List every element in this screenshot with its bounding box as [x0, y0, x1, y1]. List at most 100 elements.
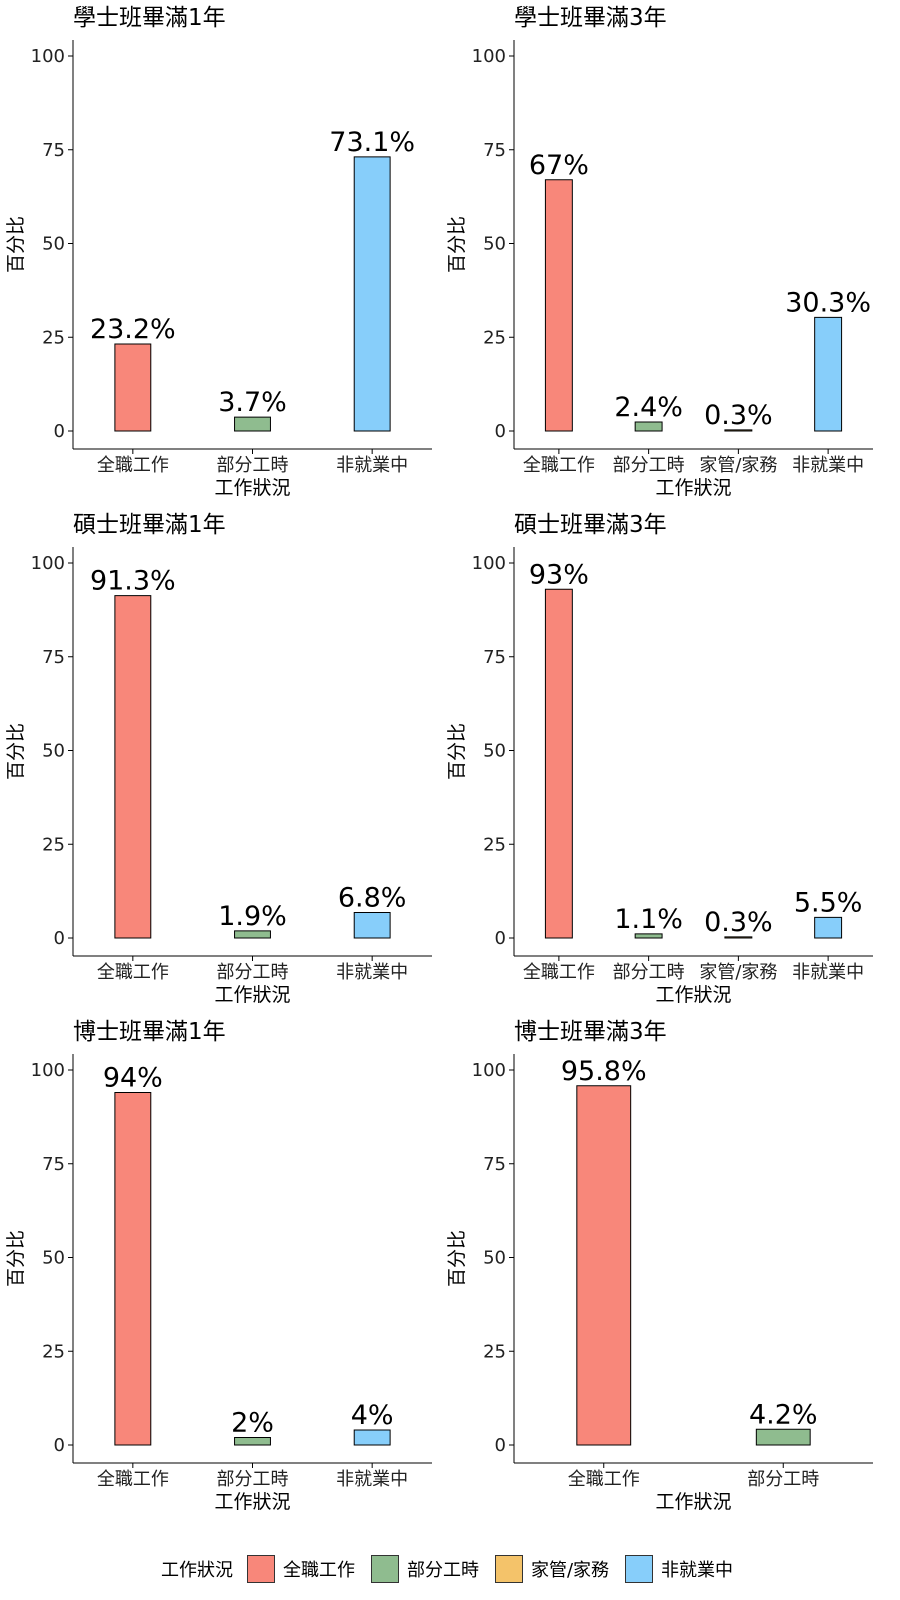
y-tick-label: 0	[495, 928, 506, 949]
y-tick-label: 25	[483, 327, 506, 348]
y-tick-label: 75	[483, 1154, 506, 1175]
chart-title: 博士班畢滿1年	[73, 1019, 226, 1045]
chart-title: 碩士班畢滿1年	[73, 512, 226, 538]
legend-title: 工作狀況	[160, 1560, 233, 1581]
y-tick-label: 75	[42, 1154, 65, 1175]
y-tick-label: 0	[495, 1435, 506, 1456]
legend-swatch-notworking	[625, 1555, 654, 1583]
legend-swatch-parttime	[370, 1555, 399, 1583]
x-tick-label: 部分工時	[217, 962, 289, 983]
legend-item-parttime: 部分工時	[370, 1555, 479, 1583]
legend-item-homemaker: 家管/家務	[494, 1555, 610, 1583]
bar	[234, 930, 271, 939]
data-label: 23.2%	[90, 314, 176, 345]
x-tick-label: 非就業中	[336, 1469, 408, 1490]
data-label: 30.3%	[785, 287, 871, 318]
bar	[353, 1429, 391, 1446]
x-tick-label: 部分工時	[613, 962, 685, 983]
data-label: 5.5%	[794, 887, 863, 918]
y-axis-label: 百分比	[5, 1230, 27, 1287]
y-tick-label: 100	[472, 1060, 506, 1081]
x-tick-label: 全職工作	[568, 1469, 640, 1490]
y-tick-label: 75	[483, 647, 506, 668]
data-label: 0.3%	[704, 907, 773, 938]
y-tick-label: 25	[42, 327, 65, 348]
legend-item-notworking: 非就業中	[625, 1555, 733, 1583]
y-tick-label: 50	[42, 234, 65, 255]
y-axis-label: 百分比	[5, 216, 27, 273]
y-axis-label: 百分比	[446, 723, 468, 780]
legend-label-homemaker: 家管/家務	[530, 1560, 610, 1581]
charts-grid: 學士班畢滿1年 0 25 50 75 100 百分比 23.2% 全職工作 3.7% 部分工時 73.…	[5, 5, 873, 1513]
x-tick-label: 家管/家務	[699, 455, 777, 476]
x-axis-label: 工作狀況	[655, 984, 731, 1006]
legend-label-parttime: 部分工時	[406, 1560, 479, 1581]
data-label: 2.4%	[614, 392, 683, 423]
bar	[114, 1092, 152, 1446]
y-tick-label: 0	[54, 928, 65, 949]
bar	[544, 179, 573, 432]
data-label: 73.1%	[329, 127, 415, 158]
x-tick-label: 非就業中	[792, 455, 864, 476]
legend-label-fulltime: 全職工作	[282, 1560, 355, 1581]
chart-panel: 碩士班畢滿3年 0 25 50 75 100 百分比 93% 全職工作 1.1% 部分工時 0.3% 家…	[446, 512, 873, 1006]
x-tick-label: 部分工時	[217, 1469, 289, 1490]
y-axis-label: 百分比	[446, 216, 468, 273]
x-tick-label: 部分工時	[217, 455, 289, 476]
chart-panel: 學士班畢滿3年 0 25 50 75 100 百分比 67% 全職工作 2.4% 部分工時 0.3% 家…	[446, 5, 873, 499]
y-tick-label: 50	[483, 741, 506, 762]
bar	[544, 588, 573, 939]
y-tick-label: 25	[483, 834, 506, 855]
bar	[114, 343, 152, 432]
y-tick-label: 75	[483, 140, 506, 161]
x-axis-label: 工作狀況	[655, 1491, 731, 1513]
bar	[234, 416, 271, 432]
y-tick-label: 0	[54, 1435, 65, 1456]
legend: 工作狀況 全職工作 部分工時 家管/家務 非就業中	[0, 1553, 900, 1585]
x-tick-label: 非就業中	[336, 962, 408, 983]
data-label: 3.7%	[218, 387, 287, 418]
y-tick-label: 25	[42, 834, 65, 855]
y-tick-label: 100	[31, 46, 65, 67]
chart-title: 碩士班畢滿3年	[514, 512, 667, 538]
x-axis-label: 工作狀況	[214, 984, 290, 1006]
x-axis-label: 工作狀況	[214, 1491, 290, 1513]
chart-title: 博士班畢滿3年	[514, 1019, 667, 1045]
chart-title: 學士班畢滿3年	[514, 5, 667, 31]
x-tick-label: 全職工作	[97, 455, 169, 476]
y-tick-label: 50	[483, 1248, 506, 1269]
bar	[634, 933, 663, 939]
y-tick-label: 50	[42, 741, 65, 762]
y-tick-label: 0	[54, 421, 65, 442]
y-tick-label: 100	[472, 46, 506, 67]
data-label: 93%	[529, 559, 589, 590]
data-label: 95.8%	[561, 1056, 647, 1087]
y-tick-label: 25	[483, 1341, 506, 1362]
bar	[724, 936, 753, 939]
data-label: 1.9%	[218, 901, 287, 932]
y-tick-label: 25	[42, 1341, 65, 1362]
bar	[234, 1437, 271, 1446]
bar	[814, 316, 843, 432]
legend-item-fulltime: 全職工作	[246, 1555, 355, 1583]
x-tick-label: 部分工時	[613, 455, 685, 476]
x-tick-label: 非就業中	[336, 455, 408, 476]
y-tick-label: 0	[495, 421, 506, 442]
x-axis-label: 工作狀況	[214, 477, 290, 499]
legend-swatch-fulltime	[246, 1555, 275, 1583]
data-label: 4%	[351, 1400, 394, 1431]
x-tick-label: 全職工作	[97, 962, 169, 983]
legend-swatch-homemaker	[494, 1555, 523, 1583]
y-axis-label: 百分比	[446, 1230, 468, 1287]
y-tick-label: 100	[31, 553, 65, 574]
chart-panel: 博士班畢滿1年 0 25 50 75 100 百分比 94% 全職工作 2% 部分工時 4% 非就業中工…	[5, 1019, 432, 1513]
y-axis-label: 百分比	[5, 723, 27, 780]
y-tick-label: 75	[42, 140, 65, 161]
y-tick-label: 50	[483, 234, 506, 255]
data-label: 1.1%	[614, 904, 683, 935]
bar	[724, 429, 753, 432]
bar	[353, 912, 391, 939]
data-label: 6.8%	[338, 883, 407, 914]
data-label: 0.3%	[704, 400, 773, 431]
chart-panel: 碩士班畢滿1年 0 25 50 75 100 百分比 91.3% 全職工作 1.9% 部分工時 6.8…	[5, 512, 432, 1006]
